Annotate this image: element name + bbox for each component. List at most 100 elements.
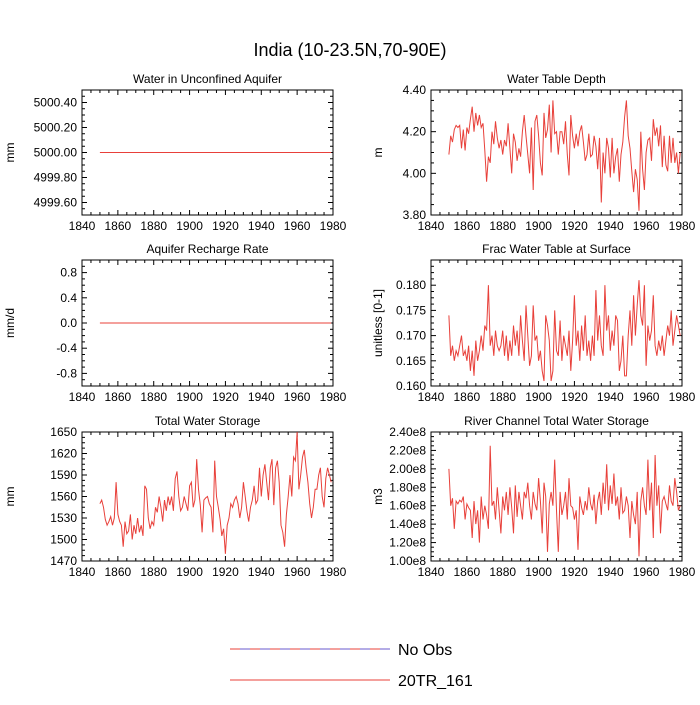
panel-title: Frac Water Table at Surface <box>482 242 631 256</box>
y-tick-label: 1.40e8 <box>389 517 426 531</box>
x-tick-label: 1980 <box>669 390 696 404</box>
panel-title: River Channel Total Water Storage <box>464 414 649 428</box>
series-line-20tr-161 <box>448 280 681 382</box>
x-tick-label: 1900 <box>525 565 552 579</box>
y-tick-label: 4999.80 <box>34 171 78 185</box>
x-tick-label: 1900 <box>176 390 203 404</box>
x-tick-label: 1920 <box>212 565 239 579</box>
y-tick-label: 3.80 <box>403 208 427 222</box>
y-tick-label: 1530 <box>50 511 77 525</box>
y-tick-label: -0.8 <box>56 366 77 380</box>
y-tick-label: 2.40e8 <box>389 425 426 439</box>
y-tick-label: 0.8 <box>60 266 77 280</box>
x-tick-label: 1960 <box>633 390 660 404</box>
x-tick-label: 1980 <box>669 219 696 233</box>
x-tick-label: 1980 <box>320 390 347 404</box>
y-tick-label: 4999.60 <box>34 196 78 210</box>
series-line-20tr-161 <box>448 100 681 211</box>
x-tick-label: 1960 <box>633 565 660 579</box>
panels: Water in Unconfined Aquifer mm 1840 1860 188… <box>3 72 696 579</box>
figure-title: India (10-23.5N,70-90E) <box>253 40 446 60</box>
x-tick-label: 1980 <box>320 565 347 579</box>
x-tick-label: 1840 <box>418 219 445 233</box>
x-tick-label: 1960 <box>633 219 660 233</box>
x-tick-label: 1860 <box>454 565 481 579</box>
y-tick-label: 5000.40 <box>34 96 78 110</box>
x-tick-label: 1880 <box>140 565 167 579</box>
y-axis-label: m3 <box>371 488 385 505</box>
y-tick-label: 1560 <box>50 490 77 504</box>
y-tick-label: 1.60e8 <box>389 499 426 513</box>
x-tick-label: 1940 <box>597 565 624 579</box>
x-tick-label: 1860 <box>105 390 132 404</box>
panel-title: Total Water Storage <box>155 414 261 428</box>
y-tick-label: 1470 <box>50 554 77 568</box>
y-tick-label: 0.0 <box>60 316 77 330</box>
y-tick-label: 1590 <box>50 468 77 482</box>
panel-4: Frac Water Table at Surface unitless [0-1… <box>371 242 696 404</box>
panel-title: Water in Unconfined Aquifer <box>133 72 282 86</box>
y-tick-label: 1620 <box>50 447 77 461</box>
y-tick-label: 2.00e8 <box>389 462 426 476</box>
x-tick-label: 1860 <box>454 390 481 404</box>
legend-label-20tr-161: 20TR_161 <box>398 673 473 690</box>
x-tick-label: 1960 <box>284 390 311 404</box>
legend-label-no-obs: No Obs <box>398 642 452 659</box>
x-tick-label: 1840 <box>69 219 96 233</box>
y-tick-label: 1500 <box>50 533 77 547</box>
x-tick-label: 1880 <box>489 219 516 233</box>
y-tick-label: 1.80e8 <box>389 480 426 494</box>
panel-2: Water Table Depth m 1840 1860 1880 1900 1920 19… <box>371 72 696 233</box>
x-tick-label: 1880 <box>140 219 167 233</box>
x-tick-label: 1840 <box>69 390 96 404</box>
panel-5: Total Water Storage mm 1840 1860 1880 1900 192… <box>3 414 347 579</box>
plot-frame <box>430 89 683 216</box>
x-tick-label: 1960 <box>284 219 311 233</box>
y-tick-label: 5000.20 <box>34 121 78 135</box>
y-tick-label: 4.40 <box>403 83 427 97</box>
x-tick-label: 1900 <box>525 219 552 233</box>
legend: No Obs 20TR_161 <box>230 642 473 690</box>
x-tick-label: 1880 <box>489 390 516 404</box>
panel-title: Aquifer Recharge Rate <box>146 242 268 256</box>
y-axis-label: mm/d <box>3 308 17 338</box>
x-tick-label: 1920 <box>212 219 239 233</box>
x-tick-label: 1980 <box>669 565 696 579</box>
x-tick-label: 1860 <box>454 219 481 233</box>
y-tick-label: 1.00e8 <box>389 554 426 568</box>
x-tick-label: 1940 <box>248 219 275 233</box>
y-axis-label: mm <box>3 143 17 163</box>
y-tick-label: 0.160 <box>396 379 426 393</box>
x-tick-label: 1860 <box>105 565 132 579</box>
y-tick-label: -0.4 <box>56 341 77 355</box>
x-tick-label: 1900 <box>176 565 203 579</box>
x-tick-label: 1900 <box>525 390 552 404</box>
x-tick-label: 1920 <box>561 219 588 233</box>
x-tick-label: 1940 <box>597 219 624 233</box>
x-tick-label: 1960 <box>284 565 311 579</box>
series-line-20tr-161 <box>448 445 681 557</box>
x-tick-label: 1880 <box>489 565 516 579</box>
y-tick-label: 4.20 <box>403 125 427 139</box>
y-axis-label: unitless [0-1] <box>371 289 385 357</box>
y-tick-label: 1.20e8 <box>389 536 426 550</box>
x-tick-label: 1940 <box>248 565 275 579</box>
y-tick-label: 0.4 <box>60 291 77 305</box>
panel-title: Water Table Depth <box>507 72 606 86</box>
y-axis-label: m <box>371 148 385 158</box>
x-tick-label: 1980 <box>320 219 347 233</box>
x-tick-label: 1920 <box>561 565 588 579</box>
y-tick-label: 1650 <box>50 425 77 439</box>
panel-3: Aquifer Recharge Rate mm/d 1840 1860 1880 190… <box>3 242 347 404</box>
y-tick-label: 4.00 <box>403 166 427 180</box>
y-tick-label: 0.165 <box>396 354 426 368</box>
series-line-20tr-161 <box>99 431 332 554</box>
x-tick-label: 1840 <box>69 565 96 579</box>
x-tick-label: 1880 <box>140 390 167 404</box>
y-tick-label: 0.180 <box>396 278 426 292</box>
x-tick-label: 1920 <box>212 390 239 404</box>
x-tick-label: 1840 <box>418 565 445 579</box>
x-tick-label: 1900 <box>176 219 203 233</box>
